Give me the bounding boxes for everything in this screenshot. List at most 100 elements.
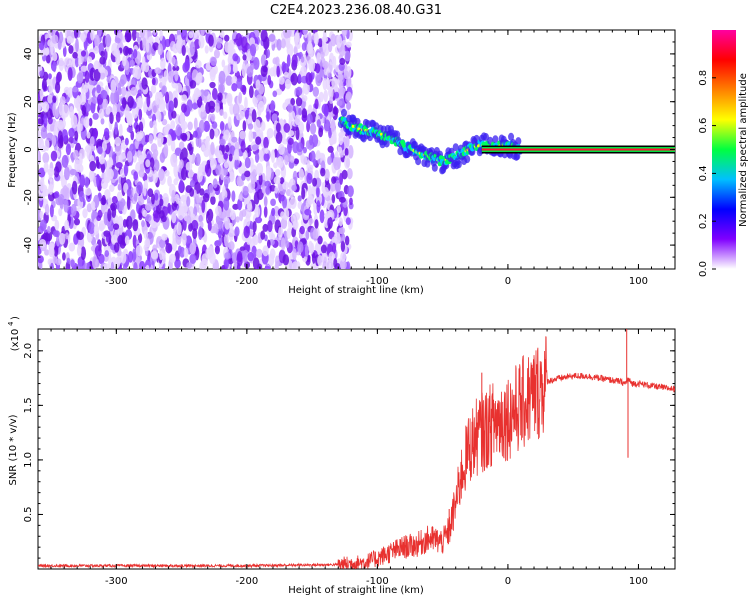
noise-cell (308, 240, 313, 253)
noise-cell (289, 155, 295, 163)
noise-cell (131, 30, 137, 41)
noise-cell (58, 207, 63, 217)
noise-cell (90, 100, 96, 114)
noise-cell (189, 253, 197, 265)
noise-cell (104, 189, 111, 200)
noise-cell (341, 169, 348, 180)
noise-cell (336, 205, 341, 213)
noise-cell (304, 244, 309, 258)
noise-cell (93, 69, 101, 82)
noise-cell (312, 158, 317, 167)
noise-cell (113, 48, 121, 58)
noise-cell (279, 177, 285, 185)
noise-cell (103, 127, 110, 138)
noise-cell (295, 96, 303, 107)
noise-cell (88, 117, 93, 127)
noise-cell (245, 214, 251, 227)
noise-cell (215, 164, 222, 176)
noise-cell (179, 159, 184, 169)
noise-cell (246, 237, 251, 245)
noise-cell (237, 198, 243, 211)
noise-cell (228, 153, 233, 162)
noise-cell (186, 196, 191, 207)
noise-cell (343, 70, 350, 80)
noise-cell (62, 252, 66, 261)
noise-cell (293, 212, 301, 221)
noise-cell (271, 207, 276, 217)
noise-cell (167, 71, 173, 83)
noise-cell (97, 30, 102, 37)
noise-cell (173, 97, 178, 109)
noise-cell (180, 167, 188, 181)
noise-cell (314, 98, 319, 110)
noise-cell (260, 30, 268, 43)
noise-cell (266, 128, 274, 139)
noise-cell (263, 206, 268, 218)
noise-cell (44, 203, 50, 216)
noise-cell (159, 239, 166, 249)
noise-cell (50, 150, 58, 162)
noise-cell (306, 172, 313, 185)
noise-cell (83, 84, 89, 93)
noise-cell (114, 121, 119, 135)
noise-cell (62, 104, 70, 118)
noise-cell (46, 132, 54, 141)
noise-cell (115, 256, 121, 269)
noise-cell (159, 30, 163, 41)
noise-cell (304, 208, 312, 216)
noise-cell (252, 220, 257, 233)
noise-cell (264, 147, 269, 154)
noise-cell (57, 39, 62, 51)
noise-cell (278, 227, 283, 241)
noise-cell (208, 183, 214, 194)
noise-cell (53, 245, 59, 257)
noise-cell (172, 43, 179, 54)
noise-cell (89, 160, 97, 172)
noise-cell (326, 259, 332, 269)
noise-cell (301, 108, 308, 119)
noise-cell (138, 108, 143, 121)
noise-cell (227, 63, 231, 74)
snr-panel: -300 -200 -100 0 100 0.5 1.0 1.5 2.0 Height of … (7, 316, 676, 596)
noise-cell (39, 239, 47, 248)
noise-cell (203, 147, 210, 158)
noise-cell (152, 170, 158, 184)
noise-cell (294, 36, 300, 43)
noise-cell (287, 130, 295, 137)
carrier-line-lower (481, 150, 675, 152)
noise-cell (173, 163, 178, 178)
noise-cell (346, 167, 353, 180)
noise-cell (152, 42, 160, 51)
noise-cell (105, 106, 111, 115)
snr-line (38, 336, 675, 569)
noise-cell (94, 245, 102, 257)
noise-cell (319, 209, 325, 224)
x-tick-label: 100 (629, 276, 648, 287)
noise-cell (319, 69, 325, 78)
noise-cell (266, 111, 270, 122)
noise-cell (336, 42, 341, 49)
noise-cell (349, 197, 353, 206)
noise-cell (91, 96, 99, 104)
noise-cell (258, 172, 263, 186)
noise-cell (81, 105, 87, 116)
noise-cell (312, 86, 319, 97)
noise-cell (263, 136, 269, 149)
x-tick-label: -300 (105, 576, 128, 587)
noise-cell (275, 56, 280, 66)
noise-cell (69, 168, 77, 176)
noise-cell (327, 156, 333, 166)
snr-scale-base: (x10 (10, 329, 21, 352)
noise-cell (49, 204, 54, 218)
noise-cell (154, 67, 162, 74)
noise-cell (278, 76, 285, 85)
x-tick-label: 0 (505, 276, 511, 287)
noise-cell (84, 187, 92, 196)
noise-cell (286, 54, 291, 67)
noise-cell (136, 36, 142, 43)
noise-cell (150, 221, 158, 229)
noise-cell (48, 242, 55, 250)
noise-cell (191, 102, 199, 110)
noise-cell (137, 233, 143, 244)
noise-cell (58, 102, 64, 116)
